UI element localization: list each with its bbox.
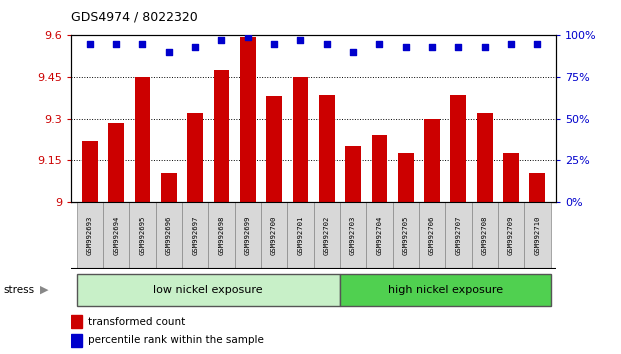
- FancyBboxPatch shape: [261, 202, 288, 269]
- Bar: [450, 95, 466, 202]
- Text: GSM992709: GSM992709: [508, 216, 514, 255]
- FancyBboxPatch shape: [288, 202, 314, 269]
- Text: GSM992701: GSM992701: [297, 216, 304, 255]
- Text: GSM992702: GSM992702: [324, 216, 330, 255]
- Bar: [161, 173, 177, 202]
- Point: [190, 44, 200, 50]
- Point: [427, 44, 437, 50]
- Bar: [371, 135, 388, 202]
- FancyBboxPatch shape: [340, 202, 366, 269]
- FancyBboxPatch shape: [208, 202, 235, 269]
- Text: GSM992700: GSM992700: [271, 216, 277, 255]
- Point: [85, 41, 95, 47]
- Text: percentile rank within the sample: percentile rank within the sample: [88, 335, 265, 346]
- Text: GSM992707: GSM992707: [455, 216, 461, 255]
- FancyBboxPatch shape: [235, 202, 261, 269]
- Text: transformed count: transformed count: [88, 316, 186, 327]
- Bar: [424, 119, 440, 202]
- Bar: [266, 96, 282, 202]
- Text: stress: stress: [3, 285, 34, 295]
- Text: GSM992708: GSM992708: [482, 216, 487, 255]
- Text: GSM992706: GSM992706: [429, 216, 435, 255]
- FancyBboxPatch shape: [471, 202, 498, 269]
- Bar: [108, 123, 124, 202]
- Bar: [398, 153, 414, 202]
- Text: high nickel exposure: high nickel exposure: [388, 285, 503, 295]
- FancyBboxPatch shape: [156, 202, 182, 269]
- Point: [532, 41, 542, 47]
- Point: [374, 41, 384, 47]
- FancyBboxPatch shape: [182, 202, 208, 269]
- Point: [322, 41, 332, 47]
- Text: GSM992699: GSM992699: [245, 216, 251, 255]
- Point: [137, 41, 147, 47]
- Text: GDS4974 / 8022320: GDS4974 / 8022320: [71, 11, 198, 24]
- Bar: [188, 113, 203, 202]
- Bar: [214, 70, 229, 202]
- FancyBboxPatch shape: [314, 202, 340, 269]
- Point: [296, 38, 306, 43]
- FancyBboxPatch shape: [524, 202, 551, 269]
- Text: low nickel exposure: low nickel exposure: [153, 285, 263, 295]
- Text: GSM992693: GSM992693: [87, 216, 93, 255]
- Point: [217, 38, 227, 43]
- FancyBboxPatch shape: [76, 274, 340, 306]
- Point: [164, 49, 174, 55]
- Text: GSM992696: GSM992696: [166, 216, 172, 255]
- Text: GSM992703: GSM992703: [350, 216, 356, 255]
- Point: [401, 44, 410, 50]
- Bar: [477, 113, 492, 202]
- Text: ▶: ▶: [40, 285, 49, 295]
- Bar: [71, 334, 82, 347]
- FancyBboxPatch shape: [76, 202, 103, 269]
- Bar: [82, 141, 97, 202]
- FancyBboxPatch shape: [498, 202, 524, 269]
- Point: [506, 41, 516, 47]
- Point: [111, 41, 121, 47]
- FancyBboxPatch shape: [419, 202, 445, 269]
- FancyBboxPatch shape: [340, 274, 551, 306]
- FancyBboxPatch shape: [445, 202, 471, 269]
- FancyBboxPatch shape: [129, 202, 156, 269]
- Text: GSM992698: GSM992698: [219, 216, 224, 255]
- Point: [243, 34, 253, 40]
- Text: GSM992695: GSM992695: [140, 216, 145, 255]
- Bar: [503, 153, 519, 202]
- Bar: [240, 37, 256, 202]
- Bar: [71, 315, 82, 328]
- Text: GSM992710: GSM992710: [534, 216, 540, 255]
- FancyBboxPatch shape: [103, 202, 129, 269]
- Point: [348, 49, 358, 55]
- Bar: [135, 77, 150, 202]
- Bar: [345, 146, 361, 202]
- Point: [453, 44, 463, 50]
- FancyBboxPatch shape: [392, 202, 419, 269]
- Point: [269, 41, 279, 47]
- Text: GSM992704: GSM992704: [376, 216, 383, 255]
- Bar: [292, 77, 309, 202]
- Text: GSM992705: GSM992705: [403, 216, 409, 255]
- Text: GSM992694: GSM992694: [113, 216, 119, 255]
- Point: [480, 44, 490, 50]
- Text: GSM992697: GSM992697: [192, 216, 198, 255]
- FancyBboxPatch shape: [366, 202, 392, 269]
- Bar: [530, 173, 545, 202]
- Bar: [319, 95, 335, 202]
